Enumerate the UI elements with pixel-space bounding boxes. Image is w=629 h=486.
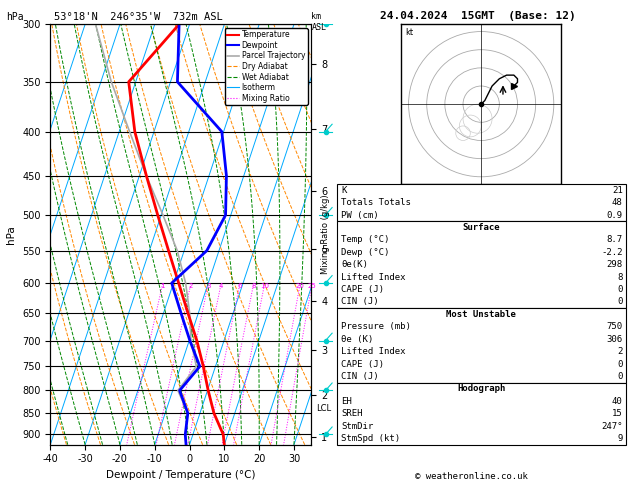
Text: 3: 3 — [206, 283, 211, 289]
Text: 1: 1 — [160, 283, 165, 289]
Text: 0: 0 — [617, 372, 623, 381]
Text: StmSpd (kt): StmSpd (kt) — [341, 434, 400, 443]
Text: 0.9: 0.9 — [606, 210, 623, 220]
Text: LCL: LCL — [316, 404, 331, 413]
Text: 298: 298 — [606, 260, 623, 269]
Text: 0: 0 — [617, 360, 623, 368]
Text: Hodograph: Hodograph — [457, 384, 505, 393]
Text: 20: 20 — [296, 283, 304, 289]
Text: 15: 15 — [612, 409, 623, 418]
Legend: Temperature, Dewpoint, Parcel Trajectory, Dry Adiabat, Wet Adiabat, Isotherm, Mi: Temperature, Dewpoint, Parcel Trajectory… — [225, 28, 308, 105]
Text: 40: 40 — [612, 397, 623, 406]
Text: 25: 25 — [308, 283, 316, 289]
Text: km
ASL: km ASL — [311, 12, 326, 32]
Text: 8: 8 — [252, 283, 256, 289]
Text: 750: 750 — [606, 322, 623, 331]
Text: CIN (J): CIN (J) — [341, 297, 379, 307]
Text: 0: 0 — [617, 297, 623, 307]
Text: Surface: Surface — [462, 223, 500, 232]
Text: hPa: hPa — [6, 12, 24, 22]
Text: © weatheronline.co.uk: © weatheronline.co.uk — [415, 472, 528, 481]
Text: K: K — [341, 186, 347, 195]
Text: Totals Totals: Totals Totals — [341, 198, 411, 207]
Text: θe(K): θe(K) — [341, 260, 368, 269]
Text: CAPE (J): CAPE (J) — [341, 285, 384, 294]
Text: 4: 4 — [219, 283, 223, 289]
Text: 53°18'N  246°35'W  732m ASL: 53°18'N 246°35'W 732m ASL — [54, 12, 223, 22]
Y-axis label: km
ASL: km ASL — [339, 235, 357, 256]
Text: 48: 48 — [612, 198, 623, 207]
Text: θe (K): θe (K) — [341, 335, 373, 344]
Text: Pressure (mb): Pressure (mb) — [341, 322, 411, 331]
Text: PW (cm): PW (cm) — [341, 210, 379, 220]
Text: SREH: SREH — [341, 409, 362, 418]
Text: 8.7: 8.7 — [606, 235, 623, 244]
Text: -2.2: -2.2 — [601, 248, 623, 257]
X-axis label: Dewpoint / Temperature (°C): Dewpoint / Temperature (°C) — [106, 470, 255, 480]
Text: 8: 8 — [617, 273, 623, 281]
Text: kt: kt — [405, 28, 413, 37]
Text: Lifted Index: Lifted Index — [341, 347, 406, 356]
Text: CAPE (J): CAPE (J) — [341, 360, 384, 368]
Text: StmDir: StmDir — [341, 421, 373, 431]
Text: Most Unstable: Most Unstable — [446, 310, 516, 319]
Y-axis label: hPa: hPa — [6, 225, 16, 244]
Text: 10: 10 — [260, 283, 269, 289]
Text: 24.04.2024  15GMT  (Base: 12): 24.04.2024 15GMT (Base: 12) — [380, 11, 576, 21]
Text: 2: 2 — [617, 347, 623, 356]
Text: EH: EH — [341, 397, 352, 406]
Text: Lifted Index: Lifted Index — [341, 273, 406, 281]
Text: CIN (J): CIN (J) — [341, 372, 379, 381]
Text: 306: 306 — [606, 335, 623, 344]
Text: 21: 21 — [612, 186, 623, 195]
Text: 2: 2 — [189, 283, 193, 289]
Text: Dewp (°C): Dewp (°C) — [341, 248, 389, 257]
Text: 9: 9 — [617, 434, 623, 443]
Text: 6: 6 — [238, 283, 242, 289]
Text: 0: 0 — [617, 285, 623, 294]
Text: 247°: 247° — [601, 421, 623, 431]
Text: Mixing Ratio (g/kg): Mixing Ratio (g/kg) — [321, 195, 330, 274]
Text: Temp (°C): Temp (°C) — [341, 235, 389, 244]
